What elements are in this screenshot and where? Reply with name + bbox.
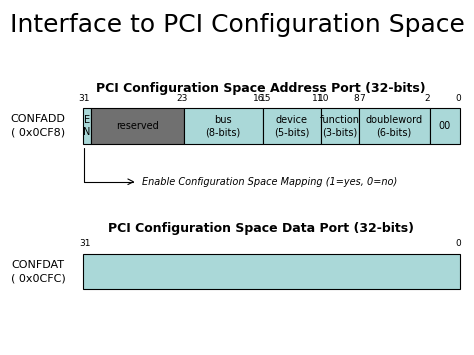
FancyBboxPatch shape (91, 108, 183, 144)
Text: E
N: E N (83, 115, 91, 137)
Text: 31: 31 (80, 240, 91, 248)
Text: 7: 7 (359, 94, 365, 103)
FancyBboxPatch shape (429, 108, 460, 144)
FancyBboxPatch shape (263, 108, 321, 144)
FancyBboxPatch shape (83, 108, 91, 144)
FancyBboxPatch shape (359, 108, 429, 144)
Text: 2: 2 (424, 94, 430, 103)
Text: 0: 0 (455, 94, 461, 103)
Text: 0: 0 (455, 240, 461, 248)
Text: Interface to PCI Configuration Space: Interface to PCI Configuration Space (9, 13, 465, 37)
Text: 15: 15 (260, 94, 271, 103)
FancyBboxPatch shape (83, 254, 460, 289)
Text: device
(5-bits): device (5-bits) (274, 115, 310, 137)
Text: 8: 8 (353, 94, 359, 103)
Text: 16: 16 (253, 94, 264, 103)
Text: reserved: reserved (116, 121, 159, 131)
Text: PCI Configuration Space Data Port (32-bits): PCI Configuration Space Data Port (32-bi… (108, 223, 414, 235)
Text: 23: 23 (176, 94, 188, 103)
Text: bus
(8-bits): bus (8-bits) (206, 115, 241, 137)
Text: PCI Configuration Space Address Port (32-bits): PCI Configuration Space Address Port (32… (96, 82, 426, 95)
Text: 00: 00 (438, 121, 451, 131)
Text: CONFADD
( 0x0CF8): CONFADD ( 0x0CF8) (10, 114, 65, 138)
Text: 11: 11 (311, 94, 323, 103)
Text: Enable Configuration Space Mapping (1=yes, 0=no): Enable Configuration Space Mapping (1=ye… (142, 177, 398, 187)
FancyBboxPatch shape (183, 108, 263, 144)
Text: doubleword
(6-bits): doubleword (6-bits) (365, 115, 423, 137)
Text: 31: 31 (78, 94, 90, 103)
Text: CONFDAT
( 0x0CFC): CONFDAT ( 0x0CFC) (10, 260, 65, 283)
Text: 10: 10 (318, 94, 330, 103)
FancyBboxPatch shape (321, 108, 359, 144)
Text: function
(3-bits): function (3-bits) (320, 115, 360, 137)
